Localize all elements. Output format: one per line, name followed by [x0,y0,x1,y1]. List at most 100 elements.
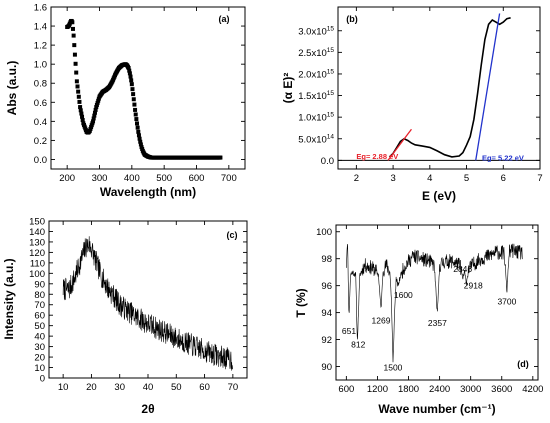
abs-data-point [94,102,99,107]
abs-data-point [126,65,131,70]
panel-a-label: (a) [219,14,230,24]
panel-c-y-axis-title: Intensity (a.u.) [2,258,16,339]
abs-data-point [70,26,75,31]
abs-data-point [132,102,137,107]
peak-wavenumber-label: 1500 [384,363,403,373]
y-tick-label: 0 [40,374,45,385]
abs-data-point [78,108,83,113]
peak-wavenumber-label: 2846 [453,264,472,274]
y-tick-label: 0.0 [34,155,47,166]
x-tick-label: 2 [354,173,359,184]
y-tick-label: 94 [321,308,332,319]
abs-data-point [131,92,136,97]
panel-c-x-axis-title: 2θ [141,402,154,416]
abs-data-point [80,118,85,123]
y-tick-label: 2.5x1015 [298,47,334,59]
bandgap-label: Eg= 2.88 eV [356,152,398,161]
y-tick-label: 0.4 [34,117,47,128]
abs-data-point [75,84,80,89]
abs-data-point [129,78,134,83]
y-tick-exponent: 15 [327,90,335,97]
y-tick-label: 130 [29,237,45,248]
y-tick-label: 2.0x1015 [298,68,334,80]
x-tick-label: 70 [228,382,239,393]
y-tick-label: 1.6 [34,3,47,14]
y-tick-label: 100 [316,227,332,238]
y-tick-label: 140 [29,227,45,238]
y-tick-exponent: 14 [327,133,335,140]
abs-data-point [70,20,75,25]
peak-wavenumber-label: 2357 [428,318,447,328]
x-tick-label: 6 [501,173,506,184]
tauc-curve [388,17,511,158]
bandgap-label: Eg= 5.22 eV [482,153,524,162]
x-tick-label: 4 [427,173,432,184]
xrd-pattern-line [62,236,233,371]
y-tick-label: 70 [34,300,45,311]
x-tick-label: 3 [390,173,395,184]
panel-b-label: (b) [346,14,358,24]
y-tick-label: 80 [34,290,45,301]
x-tick-label: 4200 [522,384,543,395]
y-tick-exponent: 15 [327,112,335,119]
panel-a-y-axis-title: Abs (a.u.) [5,61,19,116]
y-tick-label: 90 [321,362,332,373]
y-tick-label: 100 [29,269,45,280]
bandgap-fit-line [387,128,412,161]
panel-a-absorbance-chart: 200 300 400 500 600 700 0.0 0.2 0.4 0.6 0.8 1.0 1.2 1… [5,3,246,199]
abs-data-point [74,79,79,84]
abs-data-point [95,100,100,105]
y-tick-label: 3.0x1015 [298,25,334,37]
x-tick-label: 1800 [398,384,419,395]
abs-data-point [77,99,82,104]
y-tick-label: 90 [34,279,45,290]
abs-data-point [92,110,97,115]
x-tick-label: 30 [114,382,125,393]
x-tick-label: 300 [92,173,108,184]
abs-data-point [129,82,134,87]
y-tick-label: 92 [321,335,332,346]
abs-data-point [127,68,132,73]
x-tick-label: 10 [58,382,69,393]
x-tick-label: 3000 [460,384,481,395]
panel-b-plot-frame [337,6,541,170]
panel-b-x-axis-title: E (eV) [422,189,456,203]
x-tick-label: 2400 [429,384,450,395]
x-tick-label: 500 [156,173,172,184]
abs-data-point [72,43,77,48]
panel-d-peak-labels: 651 812 1269 1500 1600 2357 2846 2918 3700 [342,264,517,372]
panel-a-ticks: 200 300 400 500 600 700 0.0 0.2 0.4 0.6 0.8 1.0 1.2 1… [34,3,245,184]
panel-a-x-axis-title: Wavelength (nm) [100,185,196,199]
panel-d-y-axis-title: T (%) [294,288,308,317]
y-tick-label: 1.0x1015 [298,112,334,124]
x-tick-label: 1200 [367,384,388,395]
x-tick-label: 600 [338,384,354,395]
panel-d-data-series [346,243,523,363]
y-tick-label: 50 [34,321,45,332]
y-tick-label: 0.8 [34,79,47,90]
y-tick-label: 98 [321,254,332,265]
ftir-spectrum-line [346,243,523,363]
y-tick-label: 96 [321,281,332,292]
peak-wavenumber-label: 1600 [394,290,413,300]
x-tick-label: 700 [221,173,237,184]
abs-data-point [138,142,143,147]
panel-a-plot-frame [50,6,246,170]
abs-data-point [136,129,141,134]
x-tick-label: 200 [59,173,75,184]
bandgap-fit-line [475,13,501,161]
abs-data-point [76,94,81,99]
panel-b-y-axis-title: (α E)² [281,73,295,104]
abs-data-point [96,98,101,103]
abs-data-point [79,111,84,116]
abs-data-point [74,70,79,75]
panel-d-ftir-chart: 600 1200 1800 2400 3000 3600 4200 90 92 94 96 98 100… [294,224,543,416]
y-tick-label: 1.5x1015 [298,90,334,102]
abs-data-point [94,105,99,110]
abs-data-point [133,112,138,117]
panel-d-label: (d) [517,359,529,369]
x-tick-label: 400 [124,173,140,184]
x-tick-label: 7 [537,173,542,184]
abs-data-point [135,121,140,126]
